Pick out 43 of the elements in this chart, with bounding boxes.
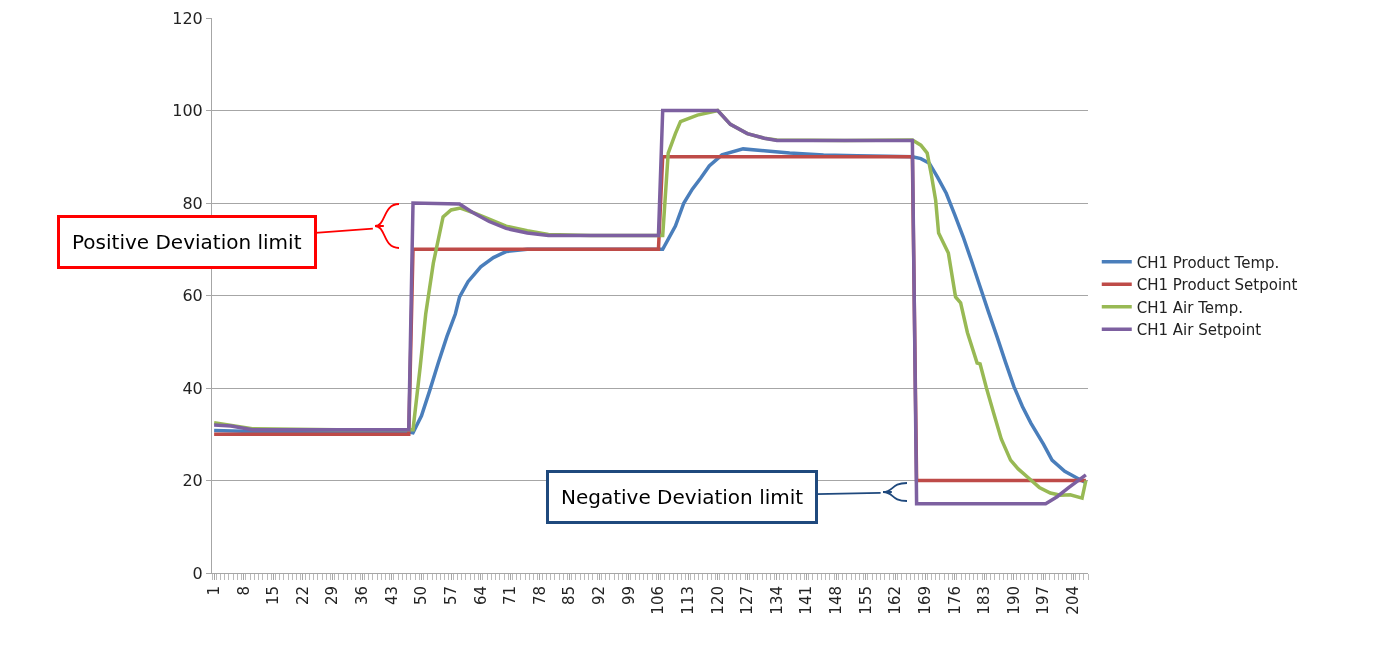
x-tick-label: 127: [738, 586, 757, 615]
x-tick-label: 36: [353, 586, 372, 606]
x-tick-label: 8: [234, 586, 253, 596]
y-tick-label: 100: [172, 101, 203, 121]
x-tick-label: 99: [619, 586, 638, 606]
x-tick-label: 113: [678, 586, 697, 615]
x-tick-label: 120: [708, 586, 727, 615]
y-tick-label: 80: [182, 193, 203, 213]
x-tick-label: 155: [856, 586, 875, 615]
x-tick-label: 190: [1004, 586, 1023, 615]
legend-label: CH1 Product Temp.: [1136, 253, 1280, 272]
x-tick-label: 204: [1064, 586, 1083, 615]
x-tick-label: 15: [264, 586, 283, 606]
x-tick-label: 50: [412, 586, 431, 606]
legend-label: CH1 Air Temp.: [1136, 298, 1243, 317]
x-tick-label: 92: [590, 586, 609, 606]
x-tick-label: 29: [323, 586, 342, 606]
y-tick-label: 40: [182, 378, 203, 398]
legend-label: CH1 Product Setpoint: [1136, 276, 1298, 295]
x-tick-label: 1: [204, 586, 223, 596]
x-tick-label: 71: [501, 586, 520, 606]
x-tick-label: 183: [975, 586, 994, 615]
x-tick-label: 57: [441, 586, 460, 606]
x-tick-label: 43: [382, 586, 401, 606]
annotation: Negative Deviation limit: [561, 485, 804, 509]
x-tick-label: 106: [649, 586, 668, 615]
y-tick-label: 120: [172, 8, 203, 28]
x-tick-label: 22: [293, 586, 312, 606]
x-tick-label: 148: [827, 586, 846, 615]
y-tick-label: 0: [192, 563, 203, 583]
x-tick-label: 176: [945, 586, 964, 615]
y-tick-label: 60: [182, 286, 203, 306]
legend-label: CH1 Air Setpoint: [1136, 321, 1262, 340]
x-tick-label: 85: [560, 586, 579, 606]
y-tick-label: 20: [182, 471, 203, 491]
annotation: Positive Deviation limit: [72, 230, 302, 254]
x-tick-label: 162: [886, 586, 905, 615]
x-tick-label: 169: [915, 586, 934, 615]
x-tick-label: 197: [1034, 586, 1053, 615]
x-tick-label: 141: [797, 586, 816, 615]
x-tick-label: 134: [767, 586, 786, 615]
x-tick-label: 64: [471, 586, 490, 606]
x-tick-label: 78: [530, 586, 549, 606]
